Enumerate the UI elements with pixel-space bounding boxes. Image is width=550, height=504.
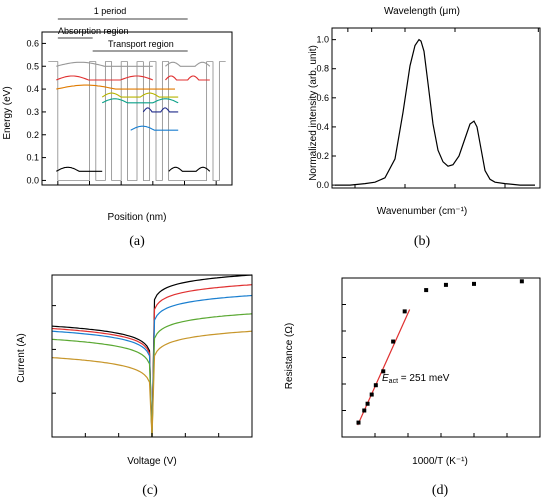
panel-a-energy-diagram: 0.0 0.1 0.2 0.3 0.4 0.5 0.6 Position (nm) Ener… <box>2 6 233 249</box>
panel-d-label: (d) <box>432 483 449 498</box>
panel-b-plot-frame <box>331 27 541 189</box>
panel-d-data-point <box>373 383 378 388</box>
panel-b-ytick-label: 0.6 <box>316 93 329 103</box>
panel-b-ytick-label: 0.4 <box>316 122 329 132</box>
panel-a-level-5 <box>101 92 179 98</box>
panel-d-data-point <box>402 309 407 314</box>
panel-d-data-point <box>391 339 396 344</box>
panel-a-band-profile <box>48 61 226 181</box>
panel-a-period-label: 1 period <box>94 6 127 16</box>
panel-a-ytick-label: 0.2 <box>26 130 39 140</box>
panel-d-arrhenius: Eact = 251 meV 1000/T (K⁻¹) Resistance (… <box>284 277 541 498</box>
panel-a-ytick-label: 0.1 <box>26 153 39 163</box>
panel-c-series-220K <box>51 330 253 438</box>
panel-d-data-point <box>519 279 524 284</box>
panel-a-ylabel: Energy (eV) <box>2 86 13 139</box>
panel-a-level-7p <box>165 75 210 81</box>
panel-c-iv-curves: Voltage (V) Current (A) (c) <box>16 274 253 498</box>
panel-a-level-1 <box>56 166 103 172</box>
panel-d-data-point <box>369 392 374 397</box>
panel-b-ytick-label: 0.2 <box>316 151 329 161</box>
panel-a-plot-frame <box>41 31 233 186</box>
panel-b-spectrum-line <box>335 38 535 186</box>
panel-b-ytick-label: 1.0 <box>316 35 329 45</box>
panel-d-xlabel: 1000/T (K⁻¹) <box>412 456 468 467</box>
panel-a-ytick-label: 0.6 <box>26 38 39 48</box>
panel-d-ylabel: Resistance (Ω) <box>284 323 295 389</box>
panel-a-label: (a) <box>129 234 145 249</box>
panel-d-data-point <box>365 401 370 406</box>
panel-d-annotation: Eact = 251 meV <box>382 373 450 385</box>
panel-a-level-7 <box>56 75 154 81</box>
panel-a-level-2 <box>142 107 179 113</box>
panel-a-xlabel: Position (nm) <box>108 212 167 223</box>
panel-d-data-point <box>424 288 429 293</box>
panel-a-ytick-label: 0.0 <box>26 175 39 185</box>
panel-d-data-point <box>443 282 448 287</box>
panel-d-data-point <box>356 420 361 425</box>
panel-d-plot-frame <box>341 277 541 438</box>
panel-b-spectrum: 0.0 0.2 0.4 0.6 0.8 1.0 Wavenumber (cm⁻¹) Wav… <box>308 6 541 249</box>
panel-a-ytick-label: 0.5 <box>26 61 39 71</box>
panel-a-absorption-label: Absorption region <box>58 26 129 36</box>
panel-a-ytick-label: 0.3 <box>26 107 39 117</box>
panel-c-xlabel: Voltage (V) <box>127 456 176 467</box>
panel-a-level-1p <box>168 166 211 172</box>
panel-d-data-point <box>381 369 386 374</box>
panel-c-label: (c) <box>142 483 158 498</box>
panel-b-ylabel: Normalized intensity (arb. unit) <box>308 45 319 181</box>
panel-b-ytick-label: 0.0 <box>316 180 329 190</box>
panel-b-top-xlabel: Wavelength (μm) <box>384 6 460 17</box>
panel-a-level-8 <box>56 61 153 67</box>
panel-b-ytick-label: 0.8 <box>316 64 329 74</box>
panel-b-xlabel: Wavenumber (cm⁻¹) <box>377 206 467 217</box>
panel-d-fit-line <box>357 309 411 426</box>
panel-a-transport-label: Transport region <box>108 39 174 49</box>
panel-a-level-4 <box>101 98 179 104</box>
panel-c-ylabel: Current (A) <box>16 333 27 382</box>
panel-b-label: (b) <box>414 234 431 249</box>
panel-a-level-8p <box>165 61 211 67</box>
panel-a-ytick-label: 0.4 <box>26 84 39 94</box>
panel-a-level-3 <box>130 125 179 131</box>
panel-d-data-point <box>472 281 476 286</box>
panel-a-level-6 <box>56 84 175 90</box>
panel-d-data-point <box>362 408 367 413</box>
